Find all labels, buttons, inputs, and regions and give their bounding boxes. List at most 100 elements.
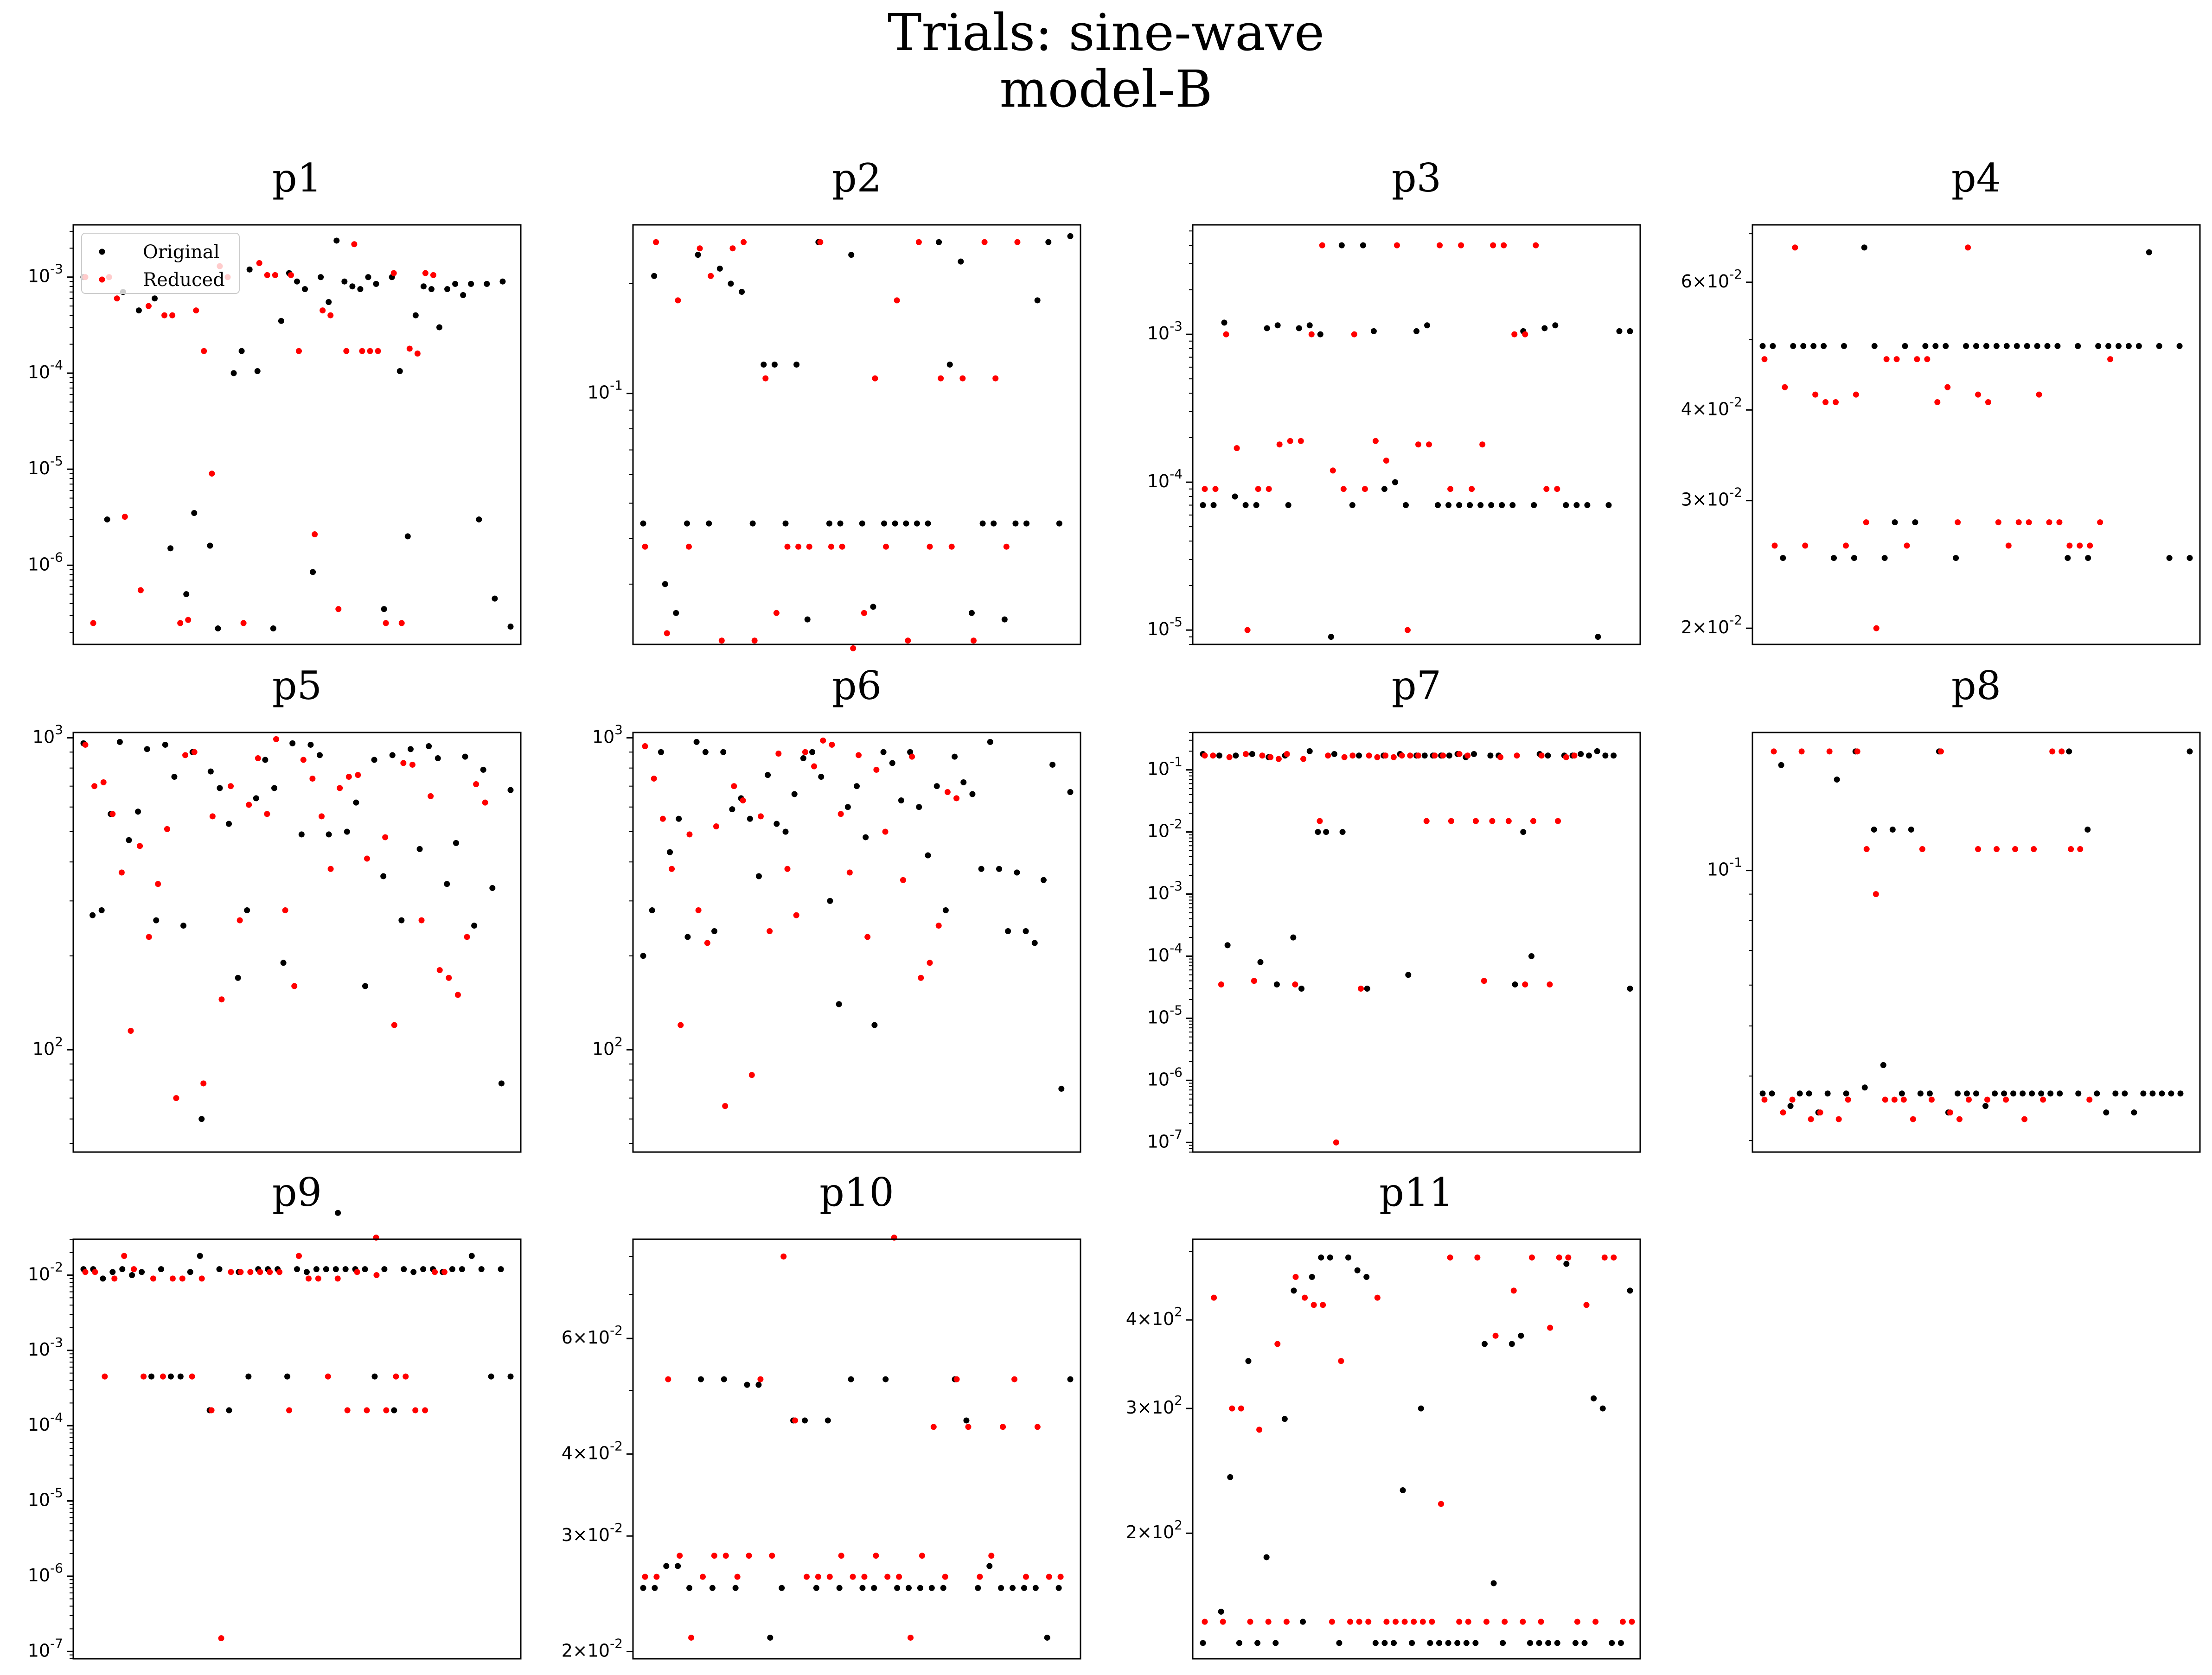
point-original — [1055, 1585, 1062, 1591]
point-original — [782, 520, 789, 527]
point-reduced — [861, 1573, 868, 1580]
point-reduced — [473, 781, 479, 788]
point-original — [1973, 1090, 1979, 1097]
point-reduced — [418, 917, 425, 923]
point-reduced — [1538, 1618, 1544, 1625]
point-reduced — [1511, 331, 1518, 338]
legend-box — [81, 233, 240, 294]
point-reduced — [1259, 752, 1266, 759]
point-reduced — [708, 273, 714, 279]
point-original — [1892, 519, 1898, 526]
y-tick-label: 10-1 — [1707, 854, 1742, 879]
point-reduced — [1325, 752, 1331, 759]
point-reduced — [1011, 1376, 1018, 1382]
point-reduced — [428, 793, 434, 799]
point-reduced — [938, 375, 944, 382]
point-original — [1309, 1274, 1315, 1280]
point-reduced — [246, 802, 252, 808]
point-original — [2094, 1090, 2100, 1097]
point-original — [1467, 502, 1473, 509]
point-original — [2084, 826, 2091, 833]
point-original — [135, 809, 141, 815]
point-reduced — [1490, 242, 1496, 248]
point-reduced — [1404, 627, 1411, 633]
point-reduced — [228, 783, 234, 790]
axes-frame — [1192, 224, 1641, 645]
point-original — [389, 752, 396, 758]
point-reduced — [150, 1275, 157, 1282]
point-reduced — [1826, 748, 1833, 755]
point-reduced — [1329, 1618, 1335, 1625]
point-original — [1787, 1103, 1794, 1109]
point-original — [1509, 1341, 1515, 1347]
point-reduced — [198, 1275, 205, 1282]
point-original — [1040, 877, 1047, 883]
point-reduced — [642, 1573, 648, 1580]
point-original — [2065, 555, 2071, 561]
point-reduced — [1382, 752, 1389, 759]
point-reduced — [1284, 751, 1290, 757]
point-reduced — [141, 1373, 147, 1380]
point-reduced — [169, 312, 176, 318]
point-original — [1421, 752, 1428, 759]
point-reduced — [1928, 1096, 1935, 1103]
point-original — [2186, 748, 2193, 755]
point-reduced — [1210, 752, 1216, 759]
point-reduced — [282, 907, 288, 913]
point-reduced — [169, 1275, 176, 1282]
point-original — [1273, 981, 1280, 988]
point-reduced — [1283, 1618, 1290, 1625]
point-reduced — [315, 1275, 321, 1282]
point-original — [667, 849, 673, 855]
point-reduced — [441, 1269, 448, 1275]
point-reduced — [1873, 625, 1880, 631]
y-tick-label: 10-5 — [28, 1485, 63, 1510]
legend-label-original: Original — [143, 242, 220, 263]
point-original — [1605, 502, 1612, 509]
point-original — [153, 917, 160, 923]
point-reduced — [953, 795, 960, 802]
point-reduced — [364, 855, 370, 862]
point-original — [728, 280, 734, 287]
point-original — [478, 1266, 485, 1273]
point-reduced — [905, 637, 911, 644]
axes-frame — [72, 1238, 522, 1660]
point-original — [2125, 343, 2132, 349]
point-original — [907, 749, 914, 755]
point-original — [1881, 555, 1888, 561]
point-original — [1044, 1634, 1050, 1641]
point-original — [1780, 555, 1786, 561]
point-reduced — [1873, 891, 1879, 898]
point-reduced — [1629, 1618, 1635, 1625]
point-reduced — [1565, 1254, 1572, 1261]
point-original — [468, 1253, 475, 1259]
point-original — [428, 286, 435, 293]
point-reduced — [288, 272, 294, 278]
point-original — [2014, 343, 2020, 349]
point-reduced — [1287, 438, 1293, 444]
point-reduced — [191, 749, 198, 755]
point-reduced — [327, 312, 334, 318]
point-reduced — [751, 637, 758, 644]
point-reduced — [1601, 1254, 1608, 1261]
point-original — [1253, 502, 1259, 509]
point-reduced — [335, 606, 342, 612]
legend: Original Reduced — [81, 233, 240, 294]
point-reduced — [1393, 1618, 1399, 1625]
point-original — [1402, 502, 1409, 509]
point-reduced — [665, 1376, 671, 1382]
point-original — [774, 821, 780, 827]
point-original — [303, 1269, 310, 1275]
point-original — [1611, 752, 1617, 759]
point-reduced — [1341, 754, 1348, 760]
panel-title: p4 — [1951, 155, 2001, 201]
point-original — [2103, 1109, 2110, 1116]
point-reduced — [1808, 1116, 1814, 1122]
point-original — [1285, 502, 1291, 509]
point-reduced — [247, 1269, 254, 1275]
point-reduced — [695, 907, 702, 913]
point-reduced — [872, 375, 878, 382]
point-original — [640, 520, 646, 527]
point-reduced — [1520, 1618, 1526, 1625]
point-original — [1031, 940, 1038, 946]
